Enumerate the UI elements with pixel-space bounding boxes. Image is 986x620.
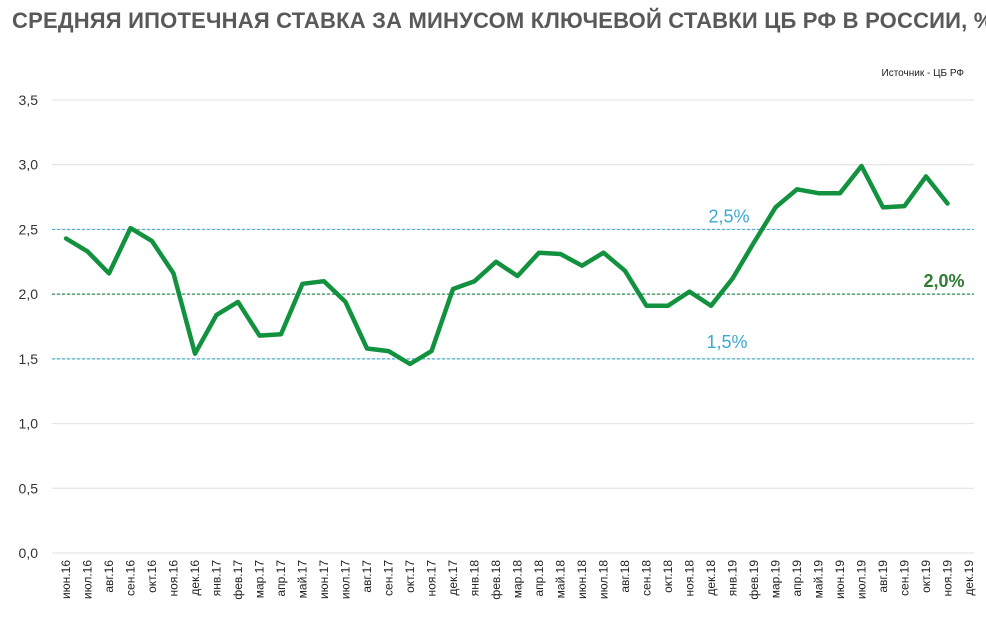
x-tick-label: ноя.16: [167, 560, 181, 597]
reference-label: 2,0%: [923, 271, 964, 291]
x-tick-label: дек.16: [188, 560, 202, 596]
x-tick-label: сен.17: [382, 560, 396, 596]
x-tick-label: июн.18: [575, 560, 589, 599]
x-tick-label: фев.17: [231, 560, 245, 600]
reference-label: 2,5%: [708, 206, 749, 226]
y-tick-label: 0,5: [19, 480, 39, 496]
x-tick-label: дек.19: [962, 560, 976, 596]
y-tick-label: 0,0: [19, 545, 39, 561]
x-tick-label: апр.19: [790, 560, 804, 597]
x-tick-label: фев.18: [489, 560, 503, 600]
x-tick-label: май.18: [554, 560, 568, 599]
x-tick-label: июл.18: [597, 560, 611, 599]
y-tick-label: 2,5: [19, 221, 39, 237]
y-tick-label: 3,0: [19, 157, 39, 173]
x-tick-label: июл.19: [855, 560, 869, 599]
x-tick-label: окт.16: [145, 560, 159, 593]
x-tick-label: сен.19: [898, 560, 912, 596]
series-line: [63, 163, 950, 367]
x-tick-label: июл.16: [81, 560, 95, 599]
x-tick-label: ноя.19: [941, 560, 955, 597]
chart-title: СРЕДНЯЯ ИПОТЕЧНАЯ СТАВКА ЗА МИНУСОМ КЛЮЧ…: [12, 8, 986, 33]
x-tick-label: мар.19: [769, 560, 783, 599]
x-tick-label: авг.18: [618, 560, 632, 593]
x-tick-label: июл.17: [339, 560, 353, 599]
x-tick-label: июн.16: [59, 560, 73, 599]
reference-label: 1,5%: [706, 332, 747, 352]
x-tick-label: мар.17: [253, 560, 267, 599]
y-tick-label: 3,5: [19, 92, 39, 108]
x-tick-label: авг.16: [102, 560, 116, 593]
x-tick-label: окт.19: [919, 560, 933, 593]
x-tick-label: сен.18: [640, 560, 654, 596]
y-tick-label: 2,0: [19, 286, 39, 302]
y-tick-label: 1,0: [19, 416, 39, 432]
x-tick-label: май.19: [812, 560, 826, 599]
source-note: Источник - ЦБ РФ: [881, 68, 964, 79]
x-tick-label: ноя.17: [425, 560, 439, 597]
x-tick-label: сен.16: [124, 560, 138, 596]
x-tick-label: апр.17: [274, 560, 288, 597]
x-tick-label: авг.19: [876, 560, 890, 593]
x-tick-label: апр.18: [532, 560, 546, 597]
y-tick-label: 1,5: [19, 351, 39, 367]
x-tick-label: фев.19: [747, 560, 761, 600]
x-tick-label: окт.17: [403, 560, 417, 593]
x-tick-label: июн.17: [317, 560, 331, 599]
x-tick-label: май.17: [296, 560, 310, 599]
x-tick-label: авг.17: [360, 560, 374, 593]
x-tick-label: ноя.18: [683, 560, 697, 597]
x-tick-label: окт.18: [661, 560, 675, 593]
x-tick-label: мар.18: [511, 560, 525, 599]
x-tick-label: янв.17: [210, 560, 224, 597]
x-tick-label: дек.18: [704, 560, 718, 596]
x-tick-label: янв.19: [726, 560, 740, 597]
x-tick-label: янв.18: [468, 560, 482, 597]
x-tick-label: дек.17: [446, 560, 460, 596]
x-tick-label: июн.19: [833, 560, 847, 599]
